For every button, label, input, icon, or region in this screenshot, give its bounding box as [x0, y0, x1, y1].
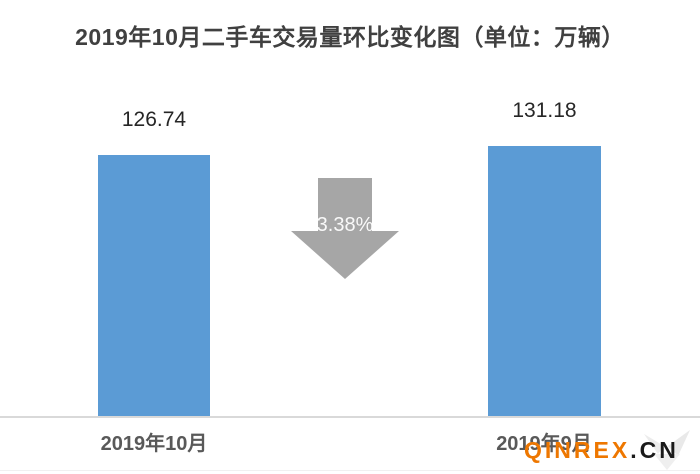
- down-arrow-head-icon: [291, 231, 399, 279]
- chart-title: 2019年10月二手车交易量环比变化图（单位：万辆）: [75, 24, 625, 50]
- bar-2019-10: [98, 155, 210, 416]
- watermark-suffix-text: .CN: [630, 437, 679, 463]
- x-axis-line: [0, 416, 700, 418]
- bar-value-label-sep: 131.18: [512, 99, 577, 122]
- bar-value-label-oct: 126.74: [121, 108, 187, 131]
- site-watermark: QINREX.CN: [524, 437, 679, 464]
- watermark-bird-icon: [644, 430, 690, 470]
- watermark-brand-text: QINREX: [524, 437, 631, 463]
- change-percentage-label: 3.38%: [316, 214, 374, 236]
- x-axis-label-oct: 2019年10月: [100, 433, 208, 455]
- x-axis-label-sep: 2019年9月: [496, 433, 592, 455]
- bar-2019-09: [488, 146, 601, 416]
- down-arrow-icon: [318, 178, 372, 232]
- bottom-divider: [0, 470, 700, 471]
